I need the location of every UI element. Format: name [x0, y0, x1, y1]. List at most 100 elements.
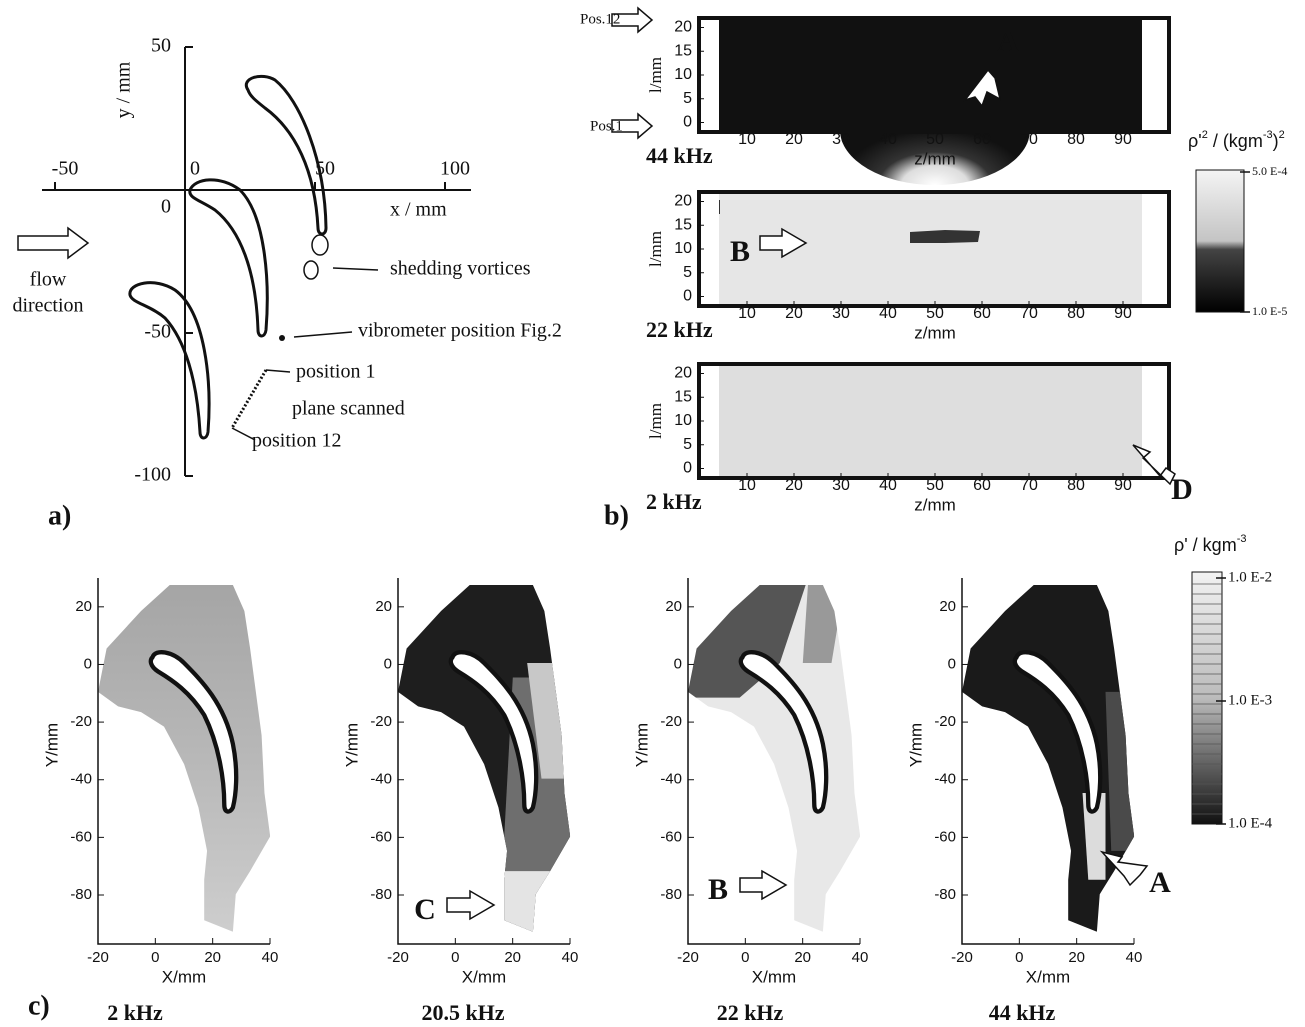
y-tick-label: 50	[151, 35, 171, 57]
colorbar-title: ρ'2 / (kgm-3)2	[1188, 129, 1285, 151]
colorbar-title-part: -3	[1237, 533, 1247, 545]
x-tick-label: -20	[387, 949, 409, 966]
annotation: shedding vortices	[390, 258, 531, 280]
marker-label: C	[414, 893, 436, 926]
x-tick-label: 20	[504, 949, 521, 966]
x-tick-label: 70	[1020, 477, 1038, 494]
y-tick-label: 20	[674, 365, 692, 382]
x-axis-label: X/mm	[752, 967, 796, 986]
x-axis-label: X/mm	[1026, 967, 1070, 986]
colorbar-title-part: ρ'	[1188, 131, 1202, 151]
y-tick-label: -20	[660, 713, 682, 730]
y-tick-label: -60	[370, 828, 392, 845]
x-tick-label: 0	[741, 949, 749, 966]
x-tick-label: 70	[1020, 131, 1038, 148]
x-axis-label: z/mm	[914, 323, 956, 342]
y-tick-label: -20	[370, 713, 392, 730]
x-tick-label: 80	[1067, 305, 1085, 322]
y-tick-label: 20	[939, 598, 956, 615]
x-tick-label: 40	[1126, 949, 1143, 966]
y-tick-label: 20	[665, 598, 682, 615]
x-tick-label: 40	[879, 131, 897, 148]
x-tick-label: 10	[738, 305, 756, 322]
x-tick-label: 20	[785, 131, 803, 148]
x-tick-label: -20	[677, 949, 699, 966]
x-tick-label: 70	[1020, 305, 1038, 322]
x-tick-label: -50	[52, 158, 79, 180]
x-tick-label: 60	[973, 477, 991, 494]
y-tick-label: 15	[674, 216, 692, 233]
marker-label: A	[1149, 866, 1171, 899]
y-tick-label: 0	[384, 655, 392, 672]
x-tick-label: 90	[1114, 477, 1132, 494]
x-tick-label: 100	[440, 158, 470, 180]
x-tick-label: 30	[832, 131, 850, 148]
frequency-label: 44 kHz	[646, 143, 713, 168]
annotation: vibrometer position Fig.2	[358, 320, 562, 342]
colorbar-title: ρ' / kgm-3	[1174, 533, 1246, 555]
y-tick-label: 15	[674, 42, 692, 59]
x-tick-label: 20	[785, 305, 803, 322]
y-tick-label: 10	[674, 240, 692, 257]
y-tick-label: 20	[674, 193, 692, 210]
y-tick-label: 10	[674, 66, 692, 83]
x-tick-label: 80	[1067, 477, 1085, 494]
y-tick-label: 5	[683, 90, 692, 107]
y-axis-label: l/mm	[646, 57, 665, 93]
y-tick-label: 0	[84, 655, 92, 672]
x-axis-label: z/mm	[914, 149, 956, 168]
x-tick-label: 20	[794, 949, 811, 966]
x-tick-label: 50	[926, 131, 944, 148]
y-tick-label: -80	[70, 886, 92, 903]
colorbar-title-part: ρ' / kgm	[1174, 535, 1237, 555]
panel-b-maps	[612, 8, 1244, 484]
panel-a-drawing	[18, 76, 378, 440]
colorbar-tick-label: 1.0 E-3	[1228, 692, 1272, 708]
y-tick-label: 0	[674, 655, 682, 672]
y-tick-label: 0	[948, 655, 956, 672]
x-tick-label: 0	[451, 949, 459, 966]
y-tick-label: -80	[370, 886, 392, 903]
y-tick-label: 5	[683, 264, 692, 281]
y-axis-label: Y/mm	[906, 723, 925, 767]
frequency-label: 2 kHz	[646, 489, 702, 514]
y-axis-label: y / mm	[113, 61, 135, 118]
y-tick-label: -60	[934, 828, 956, 845]
x-tick-label: 40	[879, 477, 897, 494]
frequency-label: 22 kHz	[717, 1000, 784, 1025]
y-tick-label: 20	[674, 19, 692, 36]
y-tick-label: 10	[674, 412, 692, 429]
marker-label: Pos.12	[580, 11, 620, 27]
y-tick-label: -50	[144, 321, 171, 343]
x-axis-label: z/mm	[914, 495, 956, 514]
colorbar-tick-label: 1.0 E-5	[1252, 304, 1287, 318]
x-tick-label: 40	[562, 949, 579, 966]
y-tick-label: 0	[161, 196, 171, 218]
x-tick-label: 0	[190, 158, 200, 180]
marker-label: D	[1171, 473, 1193, 506]
x-tick-label: 30	[832, 477, 850, 494]
annotation: position 12	[252, 430, 341, 452]
y-tick-label: -20	[70, 713, 92, 730]
x-tick-label: 20	[204, 949, 221, 966]
x-tick-label: 90	[1114, 305, 1132, 322]
y-axis-label: Y/mm	[342, 723, 361, 767]
x-tick-label: 30	[832, 305, 850, 322]
x-tick-label: 40	[262, 949, 279, 966]
figure: -50050100500-50-100x / mmy / mmflowdirec…	[0, 0, 1305, 1027]
x-tick-label: 60	[973, 131, 991, 148]
y-tick-label: -80	[934, 886, 956, 903]
y-tick-label: -60	[70, 828, 92, 845]
y-tick-label: -40	[70, 771, 92, 788]
colorbar-tick-label: 1.0 E-4	[1228, 815, 1273, 831]
x-tick-label: 80	[1067, 131, 1085, 148]
y-axis-label: l/mm	[646, 231, 665, 267]
x-tick-label: 10	[738, 131, 756, 148]
x-tick-label: -20	[87, 949, 109, 966]
x-tick-label: 60	[973, 305, 991, 322]
annotation: plane scanned	[292, 398, 405, 420]
x-tick-label: 50	[926, 305, 944, 322]
annotation: direction	[12, 295, 83, 317]
frequency-label: 20.5 kHz	[421, 1000, 504, 1025]
y-axis-label: l/mm	[646, 403, 665, 439]
